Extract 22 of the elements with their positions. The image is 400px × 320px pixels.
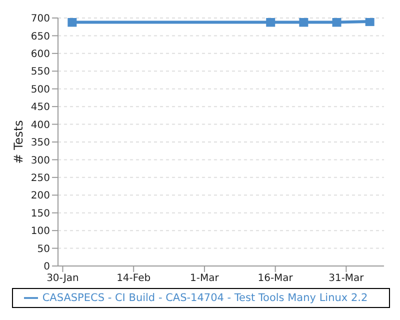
y-tick-label: 650 (30, 31, 50, 42)
y-tick-label: 250 (30, 172, 50, 184)
y-tick-label: 450 (30, 102, 50, 114)
x-tick-label: 31-Mar (328, 273, 365, 284)
y-tick-label: 500 (30, 84, 50, 96)
y-tick-label: 100 (30, 226, 50, 238)
x-tick-label: 16-Mar (258, 273, 294, 284)
y-tick-label: 400 (30, 120, 50, 131)
y-tick-label: 0 (44, 262, 50, 273)
y-tick-label: 200 (30, 190, 50, 202)
y-tick-label: 300 (30, 155, 50, 166)
y-tick-label: 50 (37, 244, 50, 255)
y-tick-label: 600 (30, 48, 50, 60)
y-tick-label: 700 (30, 14, 50, 25)
y-tick-label: 350 (30, 138, 50, 149)
x-tick-label: 1-Mar (190, 273, 220, 284)
y-tick-label: 550 (30, 66, 50, 78)
legend-label: CASASPECS - CI Build - CAS-14704 - Test Tools Many Linux 2.2 (42, 292, 368, 304)
y-axis-title: # Tests (11, 120, 26, 164)
x-tick-label: 30-Jan (46, 273, 79, 284)
x-tick-label: 14-Feb (116, 273, 151, 284)
y-tick-label: 150 (30, 208, 50, 220)
